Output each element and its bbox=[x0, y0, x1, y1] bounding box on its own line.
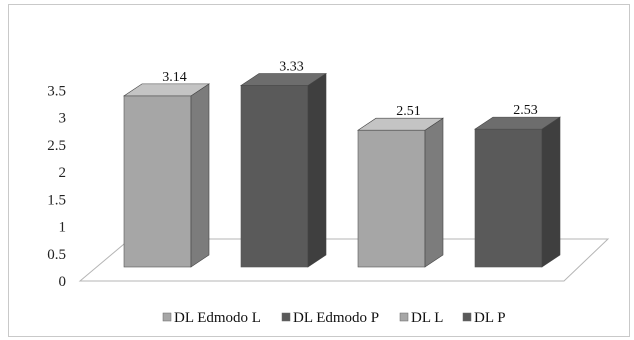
bar bbox=[240, 85, 309, 268]
y-tick-label: 1 bbox=[59, 220, 67, 236]
legend-label: DL L bbox=[411, 310, 443, 326]
y-tick-label: 0 bbox=[59, 274, 67, 290]
data-label: 2.51 bbox=[396, 104, 421, 119]
legend-label: DL Edmodo L bbox=[174, 310, 261, 326]
legend-label: DL Edmodo P bbox=[293, 310, 379, 326]
bar bbox=[474, 128, 543, 268]
bar-side bbox=[424, 117, 444, 268]
bar-top bbox=[474, 116, 561, 130]
y-tick-label: 0.5 bbox=[47, 247, 66, 263]
data-label: 3.33 bbox=[279, 60, 304, 75]
data-label: 2.53 bbox=[513, 103, 538, 118]
data-label: 3.14 bbox=[162, 70, 187, 85]
y-tick-label: 2 bbox=[59, 165, 67, 181]
legend-swatch bbox=[462, 312, 472, 322]
bar-top bbox=[357, 117, 444, 131]
y-tick-label: 1.5 bbox=[47, 192, 66, 208]
bar-side bbox=[307, 72, 327, 268]
legend-swatch bbox=[162, 312, 172, 322]
y-tick-label: 3.5 bbox=[47, 83, 66, 99]
bar bbox=[357, 129, 426, 268]
legend-swatch bbox=[399, 312, 409, 322]
bar-top bbox=[123, 83, 210, 97]
y-tick-label: 3 bbox=[59, 111, 67, 127]
y-tick-label: 2.5 bbox=[47, 138, 66, 154]
bar-side bbox=[190, 83, 210, 268]
bar-side bbox=[541, 116, 561, 268]
bar bbox=[123, 95, 192, 268]
bar-top bbox=[240, 73, 327, 86]
legend-label: DL P bbox=[474, 310, 506, 326]
legend-swatch bbox=[281, 312, 291, 322]
